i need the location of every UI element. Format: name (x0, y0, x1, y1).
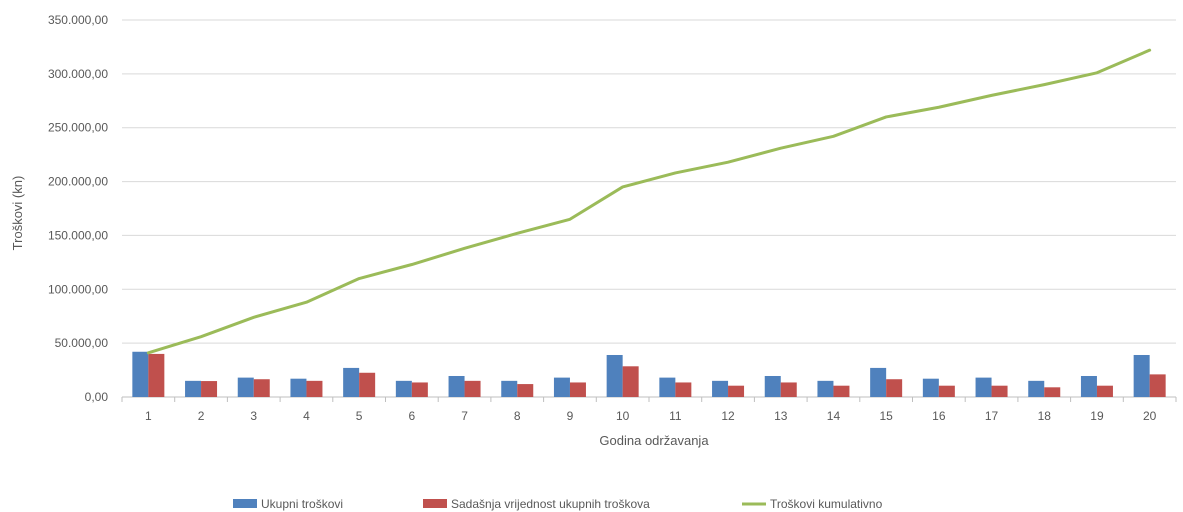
bar-sadasnja-vrijednost (728, 385, 745, 397)
bar-sadasnja-vrijednost (517, 384, 534, 397)
legend-swatch (423, 499, 447, 508)
bar-sadasnja-vrijednost (991, 385, 1008, 397)
y-tick-label: 350.000,00 (48, 13, 108, 27)
legend-label: Ukupni troškovi (261, 497, 343, 511)
bar-sadasnja-vrijednost (1044, 387, 1061, 397)
bar-ukupni-troskovi (975, 377, 992, 397)
x-tick-label: 9 (567, 409, 574, 423)
x-tick-label: 7 (461, 409, 468, 423)
bar-sadasnja-vrijednost (833, 385, 850, 397)
bar-ukupni-troskovi (395, 380, 412, 397)
y-tick-label: 100.000,00 (48, 282, 108, 296)
y-axis-title: Troškovi (kn) (10, 176, 25, 251)
legend: Ukupni troškovi Sadašnja vrijednost ukupn… (233, 497, 883, 511)
bar-ukupni-troskovi (817, 380, 834, 397)
y-tick-label: 0,00 (85, 390, 109, 404)
cumulative-line (146, 48, 1152, 355)
x-tick-label: 14 (827, 409, 841, 423)
bar-ukupni-troskovi (712, 380, 729, 397)
x-tick-label: 6 (409, 409, 416, 423)
x-tick-label: 8 (514, 409, 521, 423)
x-tick-label: 16 (932, 409, 946, 423)
bar-sadasnja-vrijednost (464, 380, 481, 397)
bar-ukupni-troskovi (922, 378, 939, 397)
y-tick-label: 50.000,00 (55, 336, 109, 350)
bars (132, 351, 1166, 397)
bar-sadasnja-vrijednost (306, 380, 323, 397)
legend-label: Troškovi kumulativno (770, 497, 883, 511)
bar-ukupni-troskovi (659, 377, 676, 397)
y-tick-label: 300.000,00 (48, 67, 108, 81)
x-tick-label: 1 (145, 409, 152, 423)
bar-sadasnja-vrijednost (569, 382, 586, 397)
grid-lines (122, 19, 1176, 398)
bar-sadasnja-vrijednost (148, 353, 165, 397)
x-tick-label: 2 (198, 409, 205, 423)
bar-ukupni-troskovi (1080, 375, 1097, 397)
x-tick-label: 12 (721, 409, 735, 423)
x-tick-label: 3 (250, 409, 257, 423)
x-tick-label: 10 (616, 409, 630, 423)
bar-ukupni-troskovi (501, 380, 518, 397)
bar-ukupni-troskovi (448, 375, 465, 397)
bar-ukupni-troskovi (1028, 380, 1045, 397)
legend-swatch (233, 499, 257, 508)
bar-sadasnja-vrijednost (201, 381, 218, 397)
x-tick-label: 18 (1038, 409, 1052, 423)
bar-ukupni-troskovi (1133, 354, 1150, 397)
bar-ukupni-troskovi (606, 354, 623, 397)
y-tick-labels: 0,00 50.000,00 100.000,00 150.000,00 200.000… (48, 13, 108, 404)
bar-ukupni-troskovi (185, 380, 202, 397)
y-tick-label: 150.000,00 (48, 228, 108, 242)
x-tick-label: 5 (356, 409, 363, 423)
bar-sadasnja-vrijednost (622, 366, 639, 397)
legend-item-ukupni-troskovi: Ukupni troškovi (233, 497, 343, 511)
bar-ukupni-troskovi (870, 367, 887, 397)
line-troskovi-kumulativno (146, 48, 1152, 355)
bar-sadasnja-vrijednost (253, 379, 270, 397)
bar-sadasnja-vrijednost (411, 382, 428, 397)
bar-ukupni-troskovi (237, 377, 254, 397)
bar-sadasnja-vrijednost (675, 382, 692, 397)
bar-sadasnja-vrijednost (1096, 385, 1113, 397)
bar-ukupni-troskovi (553, 377, 570, 397)
y-tick-label: 200.000,00 (48, 175, 108, 189)
legend-item-troskovi-kumulativno: Troškovi kumulativno (742, 497, 883, 511)
x-tick-label: 11 (669, 409, 682, 423)
x-tick-label: 17 (985, 409, 999, 423)
x-axis-title: Godina održavanja (599, 433, 709, 448)
x-tick-label: 15 (879, 409, 893, 423)
x-tick-label: 19 (1090, 409, 1104, 423)
bar-sadasnja-vrijednost (938, 385, 955, 397)
x-tick-labels: 1 2 3 4 5 6 7 8 9 10 11 12 13 14 15 16 17 18 19 20 (121, 397, 1177, 423)
bar-sadasnja-vrijednost (1149, 374, 1166, 397)
bar-sadasnja-vrijednost (780, 382, 797, 397)
y-tick-label: 250.000,00 (48, 121, 108, 135)
bar-ukupni-troskovi (764, 375, 781, 397)
legend-item-sadasnja-vrijednost: Sadašnja vrijednost ukupnih troškova (423, 497, 650, 511)
bar-sadasnja-vrijednost (359, 372, 376, 397)
bar-sadasnja-vrijednost (886, 379, 903, 397)
bar-ukupni-troskovi (343, 367, 360, 397)
x-tick-label: 4 (303, 409, 310, 423)
x-tick-label: 13 (774, 409, 788, 423)
bar-ukupni-troskovi (290, 378, 307, 397)
x-tick-label: 20 (1143, 409, 1157, 423)
bar-ukupni-troskovi (132, 351, 149, 397)
legend-label: Sadašnja vrijednost ukupnih troškova (451, 497, 650, 511)
